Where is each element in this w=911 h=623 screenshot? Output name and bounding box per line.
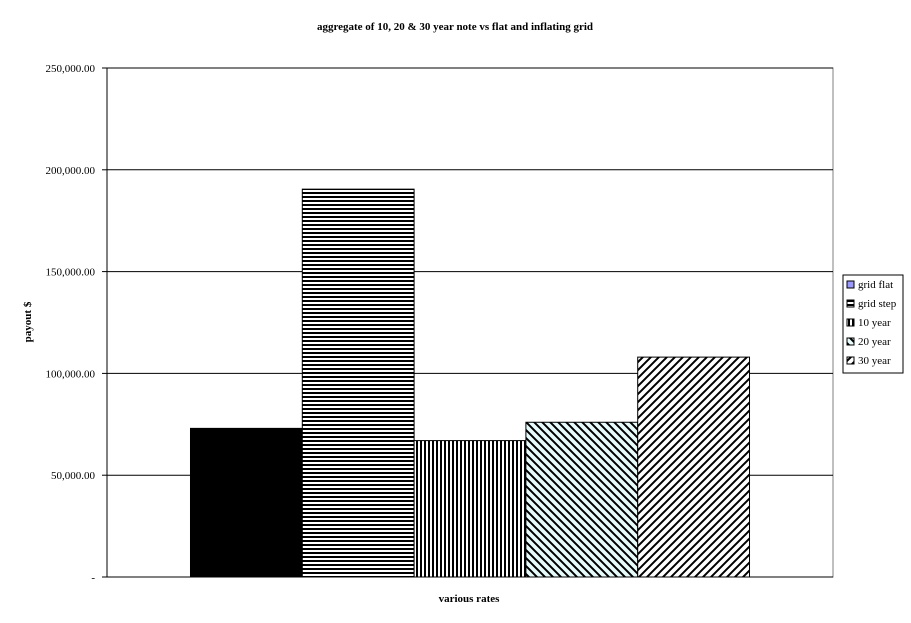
- y-axis-title: payout $: [22, 301, 34, 342]
- legend-swatch: [846, 356, 855, 365]
- legend-label: 10 year: [858, 317, 891, 329]
- chart-title: aggregate of 10, 20 & 30 year note vs fl…: [317, 21, 593, 33]
- legend-label: grid step: [858, 298, 897, 310]
- legend-swatch: [846, 318, 855, 327]
- y-tick-label: 200,000.00: [46, 165, 96, 177]
- bar-grid-flat: [189, 427, 303, 578]
- legend-label: 30 year: [858, 355, 891, 367]
- bar-grid-step: [301, 188, 415, 578]
- legend: grid flat grid step 10 year 20 year 30 year: [842, 274, 904, 374]
- y-tick-label: -: [91, 572, 95, 584]
- y-tick-label: 50,000.00: [51, 470, 96, 482]
- y-tick-label: 100,000.00: [46, 368, 96, 380]
- bars: [189, 188, 751, 578]
- bar-10-year: [413, 440, 527, 578]
- legend-swatch: [846, 280, 855, 289]
- legend-swatch: [846, 299, 855, 308]
- legend-label: 20 year: [858, 336, 891, 348]
- y-tick-label: 250,000.00: [46, 63, 96, 75]
- y-tick-label: 150,000.00: [46, 267, 96, 279]
- x-axis-title: various rates: [439, 593, 501, 605]
- bar-20-year: [525, 421, 639, 578]
- legend-swatch: [846, 337, 855, 346]
- bar-30-year: [637, 356, 751, 578]
- y-axis-ticks: - 50,000.00 100,000.00 150,000.00 200,000.00…: [46, 63, 833, 584]
- legend-label: grid flat: [858, 279, 893, 291]
